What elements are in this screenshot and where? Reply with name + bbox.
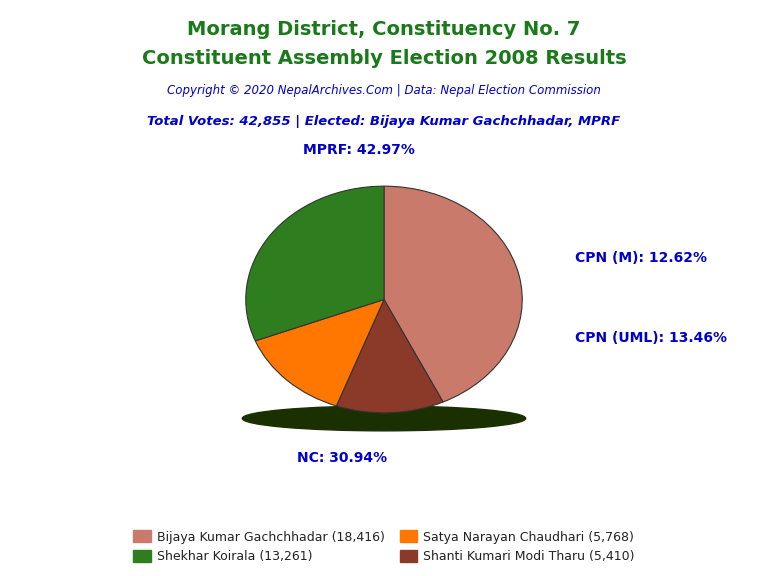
Text: Copyright © 2020 NepalArchives.Com | Data: Nepal Election Commission: Copyright © 2020 NepalArchives.Com | Dat… [167,84,601,97]
Wedge shape [336,300,443,413]
Text: Constituent Assembly Election 2008 Results: Constituent Assembly Election 2008 Resul… [141,49,627,68]
Text: Total Votes: 42,855 | Elected: Bijaya Kumar Gachchhadar, MPRF: Total Votes: 42,855 | Elected: Bijaya Ku… [147,115,621,128]
Text: CPN (M): 12.62%: CPN (M): 12.62% [574,251,707,265]
Text: NC: 30.94%: NC: 30.94% [297,452,388,465]
Wedge shape [255,300,384,406]
Legend: Bijaya Kumar Gachchhadar (18,416), Shekhar Koirala (13,261), Satya Narayan Chaud: Bijaya Kumar Gachchhadar (18,416), Shekh… [129,526,639,567]
Text: MPRF: 42.97%: MPRF: 42.97% [303,143,415,157]
Wedge shape [384,186,522,402]
Wedge shape [246,186,384,341]
Text: Morang District, Constituency No. 7: Morang District, Constituency No. 7 [187,20,581,39]
Ellipse shape [243,406,525,431]
Text: CPN (UML): 13.46%: CPN (UML): 13.46% [574,331,727,345]
